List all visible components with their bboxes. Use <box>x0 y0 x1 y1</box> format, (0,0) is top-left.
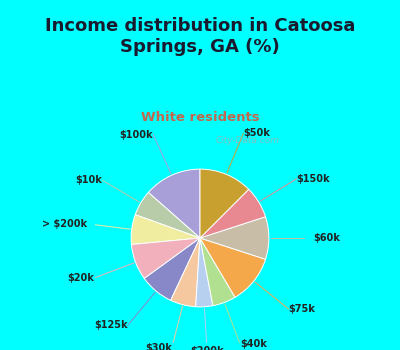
Text: White residents: White residents <box>141 111 259 124</box>
Wedge shape <box>200 189 266 238</box>
Wedge shape <box>200 169 249 238</box>
Wedge shape <box>171 238 200 307</box>
Wedge shape <box>135 193 200 238</box>
Text: $20k: $20k <box>67 273 94 283</box>
Text: > $200k: > $200k <box>42 219 88 229</box>
Text: $150k: $150k <box>297 174 330 184</box>
Text: $60k: $60k <box>314 233 340 243</box>
Text: $40k: $40k <box>240 339 267 349</box>
Wedge shape <box>200 217 269 259</box>
Text: Income distribution in Catoosa
Springs, GA (%): Income distribution in Catoosa Springs, … <box>45 18 355 56</box>
Wedge shape <box>196 238 213 307</box>
Text: $200k: $200k <box>190 346 224 350</box>
Text: City-Data.com: City-Data.com <box>216 135 280 145</box>
Wedge shape <box>148 169 200 238</box>
Text: $30k: $30k <box>145 343 172 350</box>
Text: $10k: $10k <box>76 175 102 185</box>
Text: $100k: $100k <box>120 130 153 140</box>
Wedge shape <box>200 238 266 297</box>
Text: $125k: $125k <box>94 320 128 330</box>
Wedge shape <box>200 238 235 306</box>
Text: $50k: $50k <box>243 128 270 138</box>
Text: $75k: $75k <box>288 304 315 314</box>
Wedge shape <box>132 238 200 279</box>
Wedge shape <box>131 215 200 245</box>
Wedge shape <box>144 238 200 300</box>
